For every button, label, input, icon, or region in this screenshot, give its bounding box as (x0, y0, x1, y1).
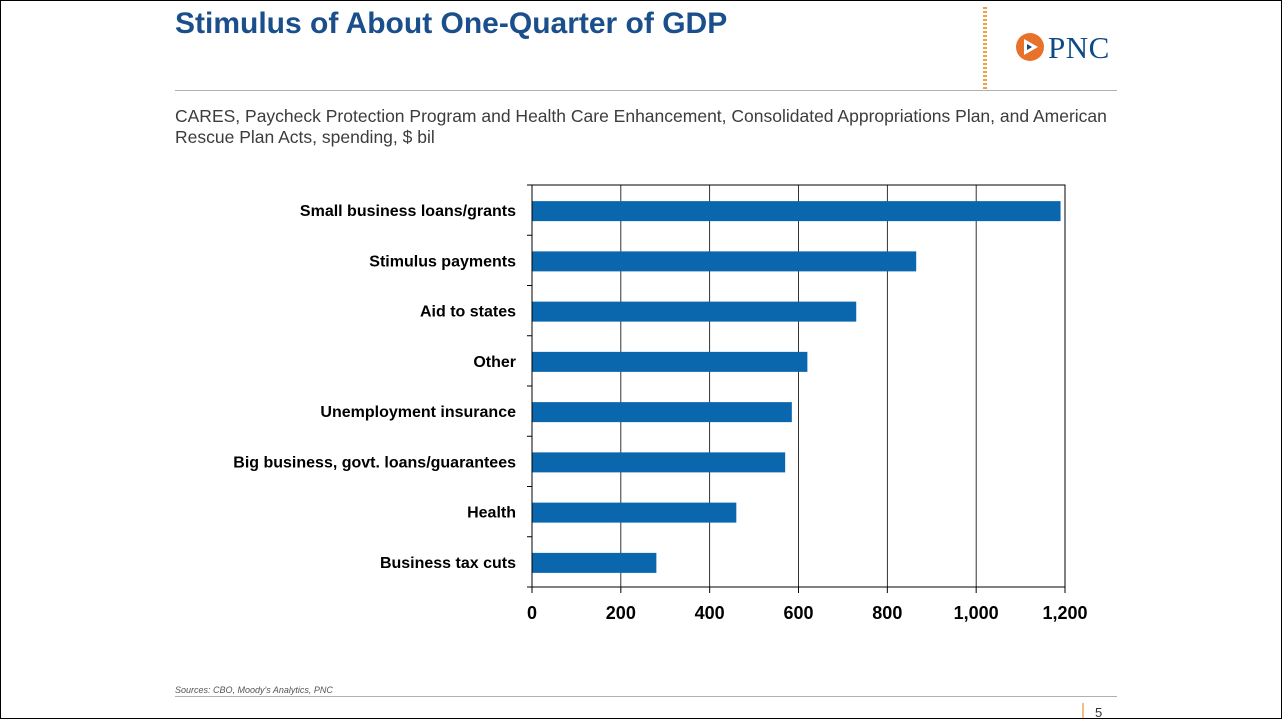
category-label: Small business loans/grants (300, 203, 516, 220)
bar (532, 452, 786, 473)
pnc-logo: PNC (1015, 29, 1110, 65)
title-divider (175, 90, 1117, 91)
bar (532, 502, 737, 523)
bar (532, 351, 808, 372)
decorative-dotted-bar (983, 7, 987, 89)
category-label: Business tax cuts (380, 555, 516, 572)
category-label: Health (467, 505, 516, 522)
category-label: Other (473, 354, 516, 371)
bar (532, 402, 792, 423)
x-tick-label: 0 (527, 603, 537, 623)
x-tick-label: 1,000 (954, 603, 999, 623)
x-tick-label: 200 (606, 603, 636, 623)
page-number: 5 (1095, 705, 1103, 719)
slide-title: Stimulus of About One-Quarter of GDP (175, 7, 728, 40)
category-label: Big business, govt. loans/guarantees (233, 454, 516, 471)
bar (532, 201, 1061, 222)
x-tick-label: 800 (872, 603, 902, 623)
logo-text: PNC (1048, 29, 1110, 65)
bar-chart: Small business loans/grants Stimulus paym… (233, 184, 1088, 623)
bar (532, 301, 857, 322)
x-tick-label: 400 (695, 603, 725, 623)
category-label: Stimulus payments (369, 253, 516, 270)
chart-subtitle: CARES, Paycheck Protection Program and H… (175, 106, 1107, 147)
pnc-logo-icon (1016, 33, 1044, 61)
category-label: Aid to states (420, 304, 516, 321)
bar (532, 552, 657, 573)
x-tick-label: 600 (783, 603, 813, 623)
page-number-marker (1082, 703, 1084, 718)
footer-divider (175, 696, 1117, 697)
sources-note: Sources: CBO, Moody's Analytics, PNC (175, 685, 333, 695)
category-label: Unemployment insurance (320, 404, 516, 421)
x-tick-label: 1,200 (1042, 603, 1087, 623)
bar (532, 251, 917, 272)
